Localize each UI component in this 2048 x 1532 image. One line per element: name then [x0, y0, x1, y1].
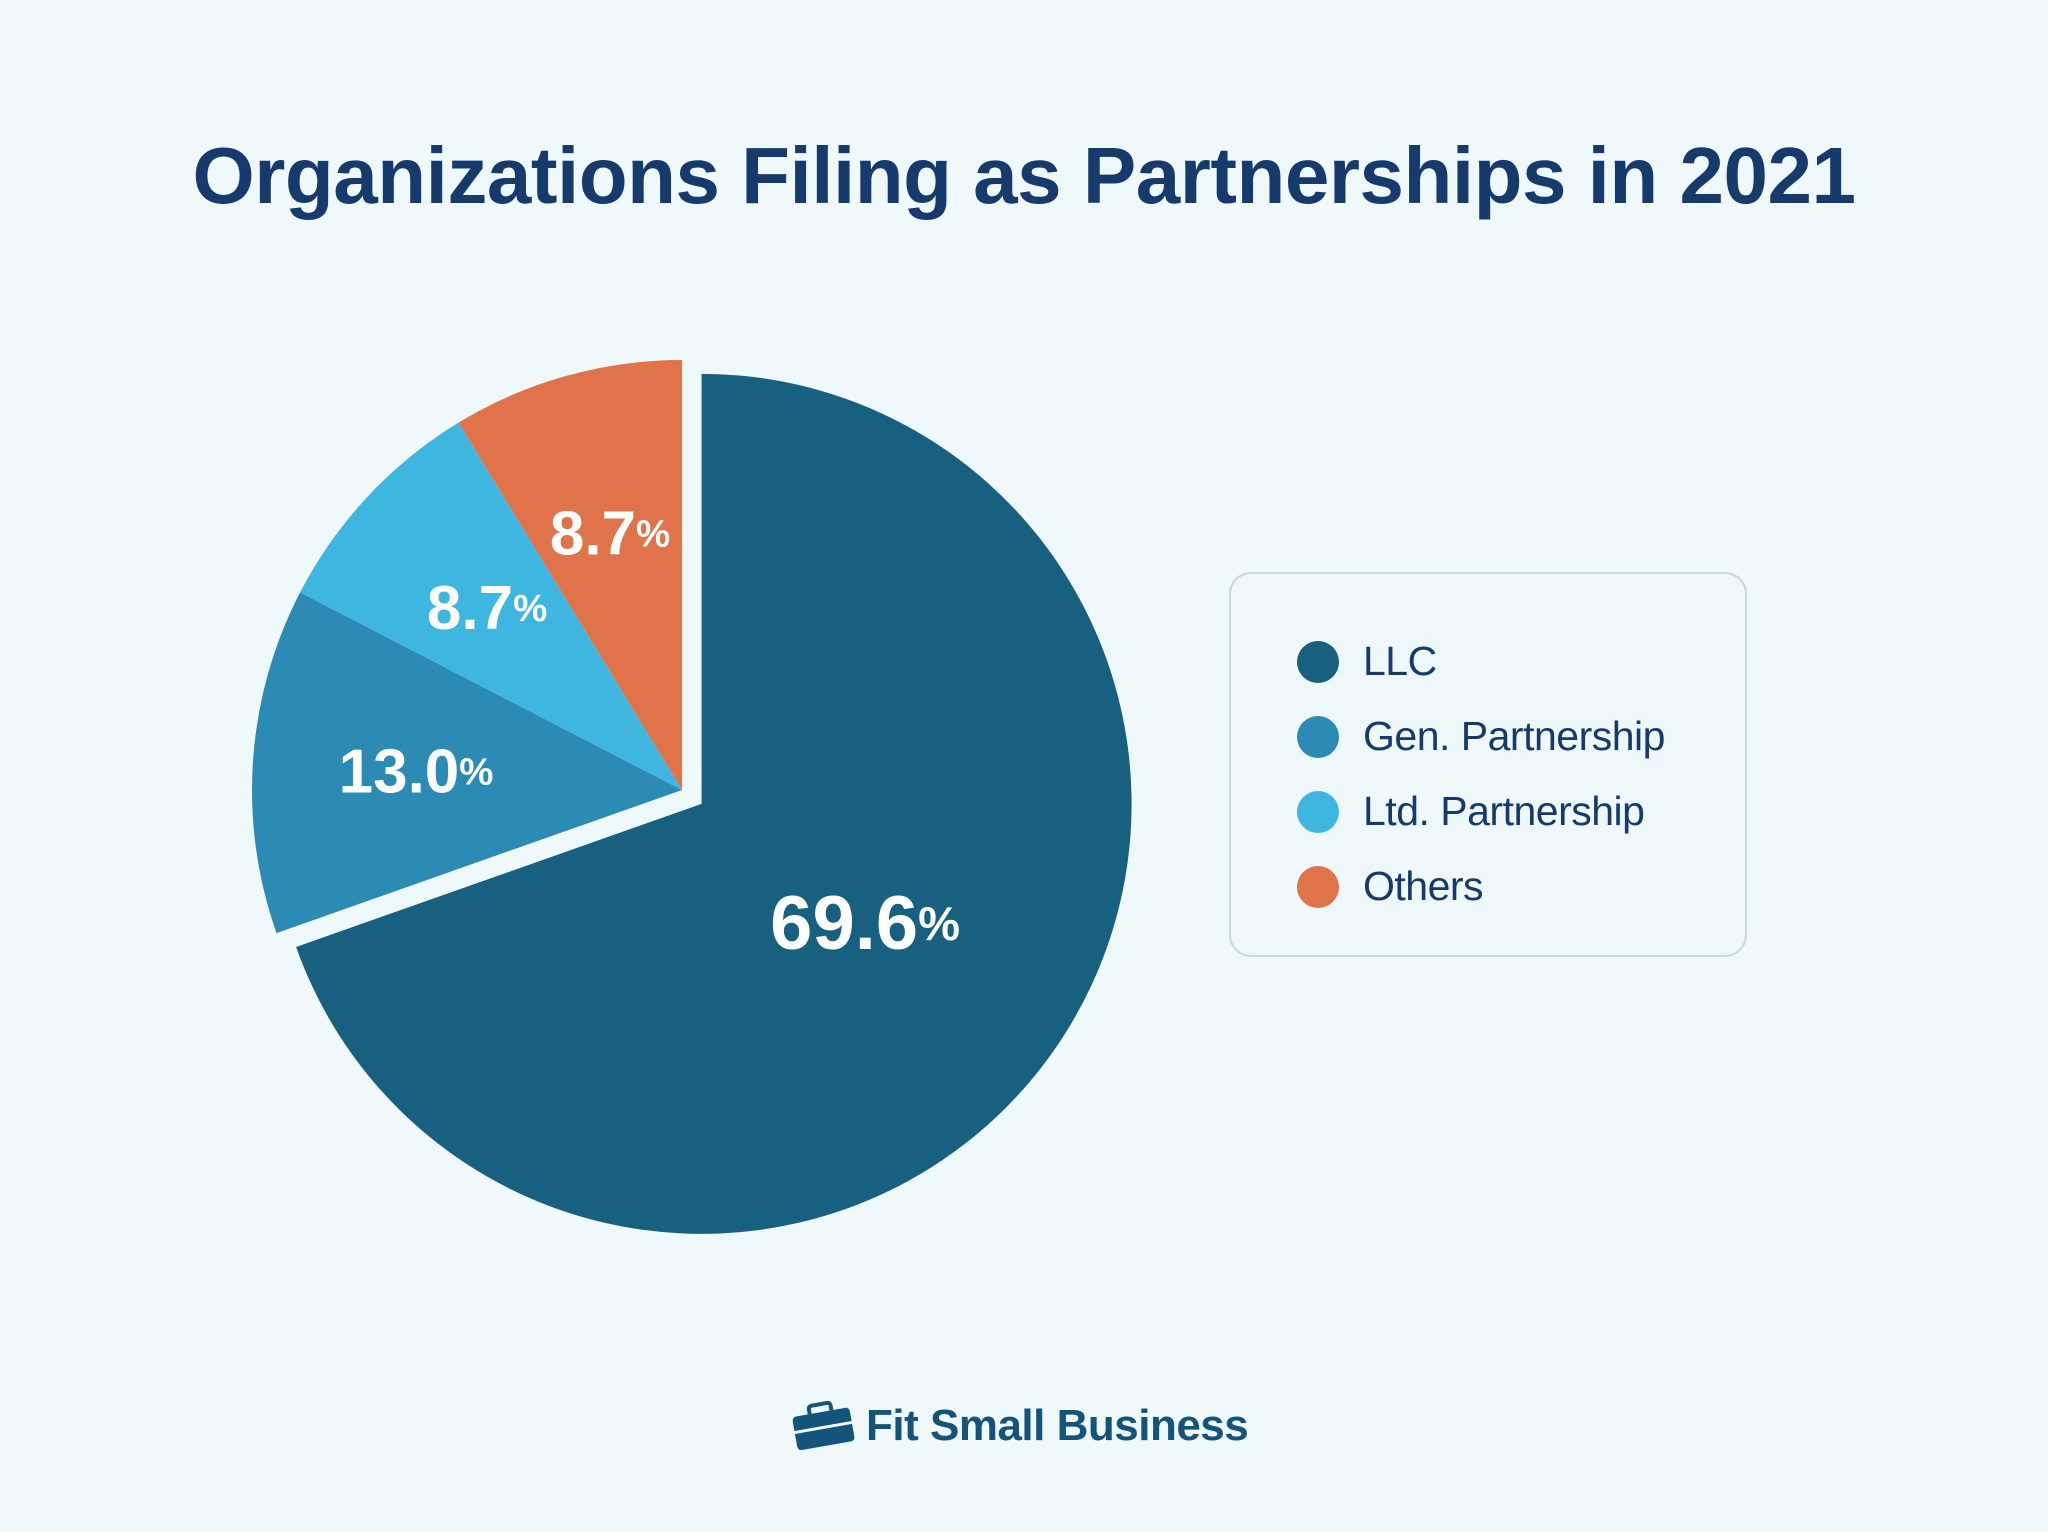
- pie-slice-gen-partnership: [251, 592, 683, 934]
- slice-value-label: 8.7%: [427, 574, 547, 643]
- legend-item: LLC: [1297, 624, 1745, 699]
- pie-slice-others: [458, 360, 682, 790]
- legend-swatch: [1297, 865, 1339, 908]
- legend-label: Ltd. Partnership: [1363, 788, 1645, 834]
- pie-chart: 69.6% 13.0% 8.7%8.7%: [251, 360, 1132, 1234]
- legend-item: Ltd. Partnership: [1297, 774, 1745, 849]
- legend-label: LLC: [1363, 638, 1437, 684]
- brand-logo: Fit Small Business: [790, 1400, 1249, 1452]
- pie-slice-llc: [296, 373, 1132, 1234]
- briefcase-icon: [792, 1400, 855, 1451]
- brand-name: Fit Small Business: [866, 1401, 1249, 1450]
- legend-label: Others: [1363, 863, 1484, 909]
- pie-slice-ltd-partnership: [300, 422, 682, 790]
- slice-value-label: 13.0%: [339, 737, 494, 806]
- legend-swatch: [1297, 790, 1339, 833]
- legend-item: Others: [1297, 849, 1745, 924]
- chart-legend: LLC Gen. Partnership Ltd. Partnership Other…: [1229, 572, 1747, 957]
- slice-value-label: 69.6%: [770, 881, 960, 966]
- legend-item: Gen. Partnership: [1297, 699, 1745, 774]
- legend-label: Gen. Partnership: [1363, 713, 1665, 759]
- legend-swatch: [1297, 640, 1339, 683]
- legend-swatch: [1297, 715, 1339, 758]
- chart-title: Organizations Filing as Partnerships in …: [192, 131, 1856, 220]
- slice-value-label: 8.7%: [550, 499, 670, 568]
